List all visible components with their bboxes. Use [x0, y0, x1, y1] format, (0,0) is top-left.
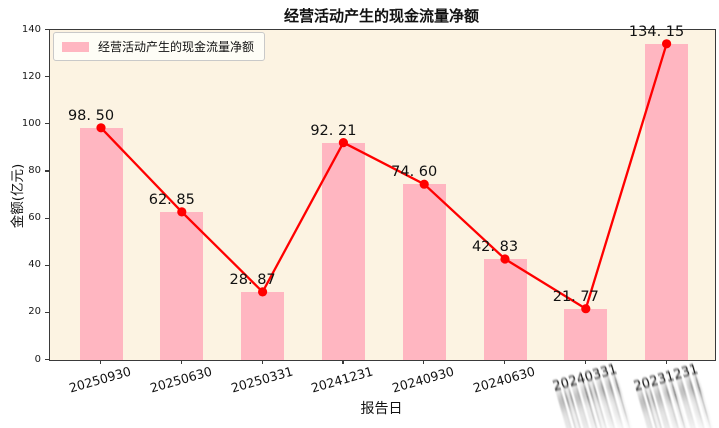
y-tick-label: 140 [21, 23, 41, 35]
glitched-x-tick-label: 20231231 [596, 362, 719, 428]
value-label: 42. 83 [471, 239, 519, 255]
y-tick-label: 0 [34, 353, 41, 365]
data-point-marker [500, 254, 510, 264]
y-tick-label: 120 [21, 70, 41, 82]
bar [564, 308, 608, 360]
x-tick-label: 20241231 [309, 363, 376, 396]
bar [645, 43, 689, 360]
legend: 经营活动产生的现金流量净额 [53, 32, 266, 61]
y-tick-mark [45, 311, 49, 314]
x-tick-mark [504, 360, 506, 364]
x-tick-mark [342, 360, 344, 364]
x-tick-label: 20250630 [148, 363, 214, 396]
value-label: 92. 21 [310, 122, 357, 139]
x-tick-mark [180, 360, 182, 364]
x-tick-mark [665, 360, 667, 364]
trend-line-series [96, 39, 672, 314]
y-tick-label: 60 [28, 212, 41, 224]
data-point-marker [419, 179, 429, 189]
data-point-marker [338, 138, 348, 148]
bar [160, 211, 204, 360]
x-tick-label: 20250331 [228, 363, 295, 396]
x-tick-mark [100, 360, 102, 364]
plot-area: 98. 50 62. 85 28. 87 92. 21 74. 60 42. 83 21. … [49, 24, 716, 361]
bar [241, 291, 285, 360]
y-tick-label: 40 [28, 259, 41, 271]
data-point-marker [581, 304, 591, 314]
y-tick-label: 100 [21, 117, 41, 129]
value-label: 62. 85 [148, 191, 195, 208]
bar [402, 184, 446, 360]
bar [79, 127, 123, 360]
y-axis-label: 金额(亿元) [10, 163, 26, 229]
data-point-marker [96, 123, 106, 133]
data-point-marker [177, 207, 187, 217]
bar [321, 142, 365, 360]
glitched-x-tick-label: 20240331 [515, 362, 655, 428]
chart-title: 经营活动产生的现金流量净额 [283, 7, 479, 25]
x-tick-label: 20250930 [67, 363, 133, 396]
value-label: 74. 60 [391, 164, 438, 181]
y-tick-mark [45, 123, 49, 125]
trend-line [100, 43, 668, 311]
data-point-marker [258, 287, 268, 297]
value-label: 98. 50 [67, 107, 115, 124]
data-point-marker [662, 39, 672, 49]
x-axis-label: 报告日 [360, 401, 403, 417]
y-tick-mark [45, 29, 49, 31]
value-label: 28. 87 [229, 271, 276, 288]
y-tick-mark [45, 76, 49, 78]
x-tick-mark [423, 360, 425, 364]
y-tick-label: 20 [28, 306, 41, 318]
y-tick-mark [45, 217, 49, 219]
legend-swatch-icon [62, 41, 89, 52]
bar [483, 259, 527, 360]
legend-label: 经营活动产生的现金流量净额 [98, 40, 255, 54]
svg-text:20231231: 20231231 [632, 362, 700, 395]
y-tick-mark [45, 170, 49, 172]
value-label: 134. 15 [628, 23, 685, 40]
y-tick-mark [45, 264, 49, 266]
x-tick-mark [584, 360, 586, 364]
y-tick-mark [45, 359, 49, 361]
x-tick-mark [261, 360, 263, 364]
value-label: 21. 77 [552, 288, 599, 305]
x-tick-label: 20240930 [390, 363, 456, 396]
y-tick-label: 80 [28, 164, 41, 176]
